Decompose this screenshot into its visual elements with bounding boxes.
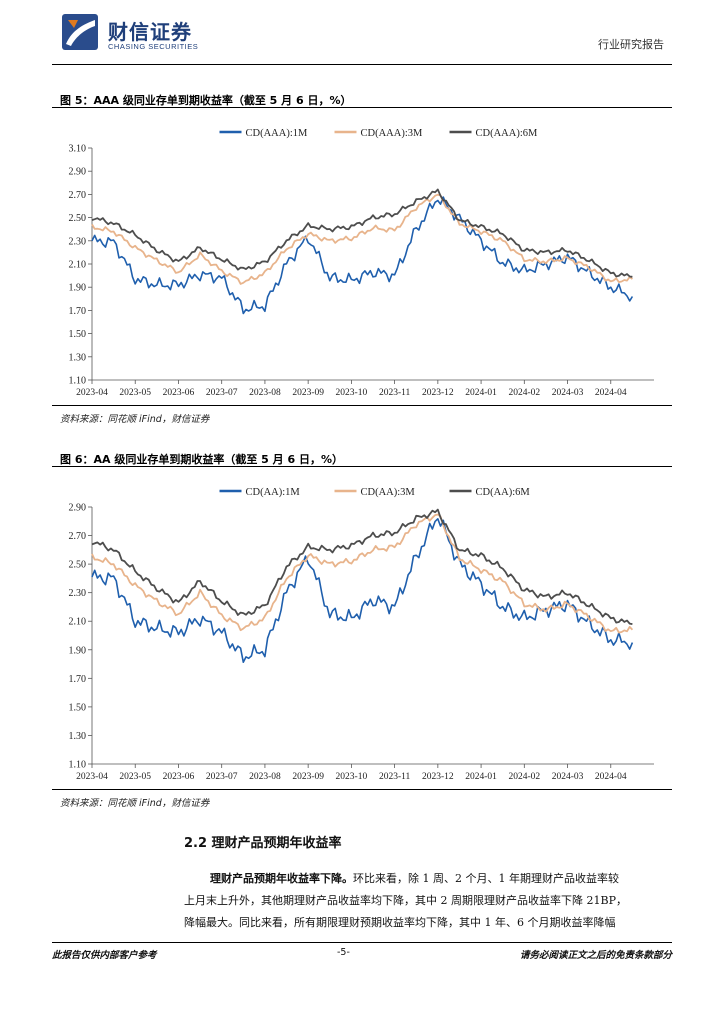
figure-5-source: 资料来源：同花顺 iFind，财信证券 bbox=[60, 414, 210, 425]
y-tick-label-6: 2.30 bbox=[69, 588, 87, 599]
brand-name-en: CHASING SECURITIES bbox=[108, 42, 199, 51]
x-tick-label-5: 2023-09 bbox=[292, 772, 324, 782]
y-tick-label-2: 1.50 bbox=[69, 329, 87, 340]
y-tick-label-1: 1.30 bbox=[69, 731, 87, 742]
paragraph-lead: 理财产品预期年收益率下降。 bbox=[210, 872, 353, 885]
x-tick-label-7: 2023-11 bbox=[379, 388, 411, 398]
y-tick-label-9: 2.90 bbox=[69, 503, 87, 514]
paragraph-line-2: 上月末上升外，其他期理财产品收益率均下降，其中 2 周期限理财产品收益率下降 2… bbox=[184, 894, 627, 907]
y-tick-label-2: 1.50 bbox=[69, 702, 87, 713]
figure-6-source: 资料来源：同花顺 iFind，财信证券 bbox=[60, 798, 210, 809]
y-tick-label-7: 2.50 bbox=[69, 560, 87, 571]
x-tick-label-0: 2023-04 bbox=[76, 772, 108, 782]
series-line-3 bbox=[91, 188, 633, 278]
x-tick-label-1: 2023-05 bbox=[119, 388, 151, 398]
series-line-1 bbox=[91, 517, 634, 663]
paragraph-line-1: 理财产品预期年收益率下降。环比来看，除 1 周、2 个月、1 年期理财产品收益率… bbox=[210, 868, 672, 890]
x-tick-label-8: 2023-12 bbox=[422, 772, 454, 782]
y-tick-label-0: 1.10 bbox=[69, 760, 87, 771]
x-tick-label-2: 2023-06 bbox=[163, 388, 195, 398]
figure-6-bottom-rule bbox=[52, 789, 672, 790]
footer-disclaimer-left: 此报告仅供内部客户参考 bbox=[52, 950, 157, 961]
y-tick-label-3: 1.70 bbox=[69, 674, 87, 685]
legend-label-1: CD(AAA):1M bbox=[246, 128, 308, 139]
x-tick-label-12: 2024-04 bbox=[595, 772, 627, 782]
paragraph-line-1-text: 环比来看，除 1 周、2 个月、1 年期理财产品收益率较 bbox=[353, 872, 619, 885]
figure-5-line-chart: CD(AAA):1M CD(AAA):3M CD(AAA):6M 1.10 1.30 1.… bbox=[69, 128, 654, 398]
x-tick-label-9: 2024-01 bbox=[465, 388, 497, 398]
y-tick-label-6: 2.30 bbox=[69, 236, 87, 247]
x-tick-label-3: 2023-07 bbox=[206, 772, 238, 782]
series-line-2 bbox=[91, 193, 633, 285]
y-tick-label-8: 2.70 bbox=[69, 531, 87, 542]
legend-label-1: CD(AA):1M bbox=[246, 487, 301, 498]
y-tick-label-0: 1.10 bbox=[69, 376, 87, 387]
y-tick-label-4: 1.90 bbox=[69, 283, 87, 294]
figure-5-bottom-rule bbox=[52, 405, 672, 406]
x-tick-label-8: 2023-12 bbox=[422, 388, 454, 398]
y-tick-label-9: 2.90 bbox=[69, 167, 87, 178]
series-line-3 bbox=[91, 508, 633, 625]
x-tick-label-11: 2024-03 bbox=[552, 772, 584, 782]
y-tick-label-7: 2.50 bbox=[69, 213, 87, 224]
page-number: -5- bbox=[337, 947, 350, 958]
header-divider bbox=[52, 64, 672, 65]
footer-disclaimer-right: 请务必阅读正文之后的免责条款部分 bbox=[519, 950, 672, 961]
figure-6-line-chart: CD(AA):1M CD(AA):3M CD(AA):6M 1.10 1.30 1.50 1… bbox=[69, 487, 654, 782]
y-tick-label-3: 1.70 bbox=[69, 306, 87, 317]
x-tick-label-3: 2023-07 bbox=[206, 388, 238, 398]
x-tick-label-6: 2023-10 bbox=[336, 772, 368, 782]
y-tick-label-5: 2.10 bbox=[69, 260, 87, 271]
footer-divider bbox=[52, 942, 672, 943]
legend-label-2: CD(AA):3M bbox=[361, 487, 416, 498]
x-tick-label-2: 2023-06 bbox=[163, 772, 195, 782]
brand-logo-icon bbox=[62, 14, 98, 50]
x-tick-label-1: 2023-05 bbox=[119, 772, 151, 782]
figure-5-top-rule bbox=[52, 107, 672, 108]
y-tick-label-5: 2.10 bbox=[69, 617, 87, 628]
x-tick-label-4: 2023-08 bbox=[249, 772, 281, 782]
page-header: 财信证券 CHASING SECURITIES 行业研究报告 bbox=[0, 0, 724, 70]
x-tick-label-11: 2024-03 bbox=[552, 388, 584, 398]
legend-label-2: CD(AAA):3M bbox=[361, 128, 423, 139]
x-tick-label-0: 2023-04 bbox=[76, 388, 108, 398]
x-tick-label-9: 2024-01 bbox=[465, 772, 497, 782]
y-tick-label-8: 2.70 bbox=[69, 190, 87, 201]
y-tick-label-1: 1.30 bbox=[69, 352, 87, 363]
x-tick-label-4: 2023-08 bbox=[249, 388, 281, 398]
x-tick-label-10: 2024-02 bbox=[508, 388, 540, 398]
series-line-1 bbox=[91, 196, 634, 315]
figure-6-title: 图 6：AA 级同业存单到期收益率（截至 5 月 6 日，%） bbox=[60, 453, 343, 466]
document-type: 行业研究报告 bbox=[598, 38, 664, 51]
series-line-2 bbox=[91, 513, 634, 634]
x-tick-label-10: 2024-02 bbox=[508, 772, 540, 782]
x-tick-label-6: 2023-10 bbox=[336, 388, 368, 398]
legend-label-3: CD(AAA):6M bbox=[476, 128, 538, 139]
section-heading: 2.2 理财产品预期年收益率 bbox=[184, 836, 342, 851]
paragraph-line-3: 降幅最大。同比来看，所有期限理财预期收益率均下降，其中 1 年、6 个月期收益率… bbox=[184, 916, 616, 929]
y-tick-label-4: 1.90 bbox=[69, 645, 87, 656]
x-tick-label-12: 2024-04 bbox=[595, 388, 627, 398]
x-tick-label-5: 2023-09 bbox=[292, 388, 324, 398]
legend-label-3: CD(AA):6M bbox=[476, 487, 531, 498]
figure-5-title: 图 5：AAA 级同业存单到期收益率（截至 5 月 6 日，%） bbox=[60, 94, 352, 107]
figure-6-top-rule bbox=[52, 466, 672, 467]
brand-name: 财信证券 bbox=[108, 20, 192, 44]
x-tick-label-7: 2023-11 bbox=[379, 772, 411, 782]
y-tick-label-10: 3.10 bbox=[69, 144, 87, 155]
